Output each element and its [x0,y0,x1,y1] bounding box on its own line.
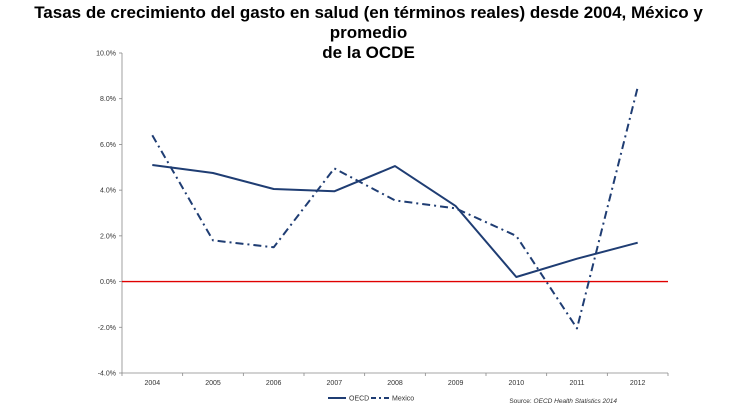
series-line-oecd [152,164,638,278]
x-tick-label: 2005 [205,380,221,387]
x-tick-label: 2006 [266,380,282,387]
x-tick-label: 2010 [509,380,525,387]
x-tick-label: 2004 [145,380,161,387]
source-name: OECD Health Statistics 2014 [534,398,618,405]
chart-axes [121,53,668,374]
y-tick-label: 0.0% [100,279,116,286]
x-tick-label: 2012 [630,380,646,387]
y-tick-label: 6.0% [100,142,116,149]
y-tick-label: 8.0% [100,96,116,103]
x-axis-ticks: 2004 2005 2006 2007 2008 2009 2010 2011 2012 [121,373,669,387]
source-note: Source: OECD Health Statistics 2014 [509,398,617,405]
series-lines [151,87,639,330]
chart-legend: OECD Mexico [328,396,414,403]
y-tick-label: -4.0% [98,371,116,378]
chart-title-line-1: Tasas de crecimiento del gasto en salud … [34,3,703,42]
legend-label-mexico: Mexico [392,396,414,403]
x-tick-label: 2009 [448,380,464,387]
x-tick-label: 2007 [327,380,343,387]
y-tick-label: 2.0% [100,233,116,240]
y-tick-label: 10.0% [96,51,116,58]
y-tick-label: 4.0% [100,188,116,195]
legend-label-oecd: OECD [349,396,369,403]
source-prefix: Source: [509,398,533,405]
series-line-mexico [151,87,639,330]
chart-title: Tasas de crecimiento del gasto en salud … [0,3,737,63]
y-axis-ticks: 10.0% 8.0% 6.0% 4.0% 2.0% 0.0% -2.0% -4.0% [96,51,122,378]
x-tick-label: 2011 [569,380,584,387]
chart-title-line-2: de la OCDE [322,43,415,62]
y-tick-label: -2.0% [98,325,116,332]
x-tick-label: 2008 [387,380,403,387]
